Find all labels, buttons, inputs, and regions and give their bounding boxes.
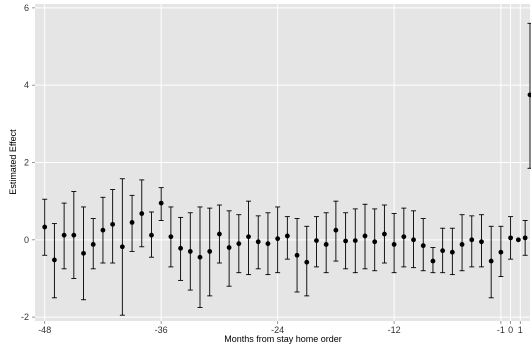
data-point	[226, 245, 232, 250]
data-point	[440, 248, 446, 254]
data-point	[284, 233, 290, 239]
data-point	[61, 232, 67, 238]
data-point	[391, 242, 397, 247]
y-tick-label: -2	[21, 312, 29, 322]
data-point	[178, 245, 183, 251]
data-point	[508, 235, 513, 241]
y-tick-label: 2	[24, 158, 29, 168]
x-tick-label: -24	[271, 325, 284, 335]
x-axis-title: Months from stay home order	[224, 334, 342, 344]
data-point	[129, 220, 135, 225]
data-point	[527, 92, 531, 98]
x-tick-label: -1	[497, 325, 505, 335]
y-tick-label: 4	[24, 80, 29, 90]
data-point	[168, 234, 174, 240]
data-point	[217, 231, 222, 237]
data-point	[52, 257, 57, 263]
data-point	[343, 238, 348, 244]
data-point	[207, 249, 213, 254]
data-point	[119, 244, 125, 250]
data-point	[236, 241, 242, 247]
data-point	[430, 258, 436, 264]
data-point	[401, 234, 407, 240]
y-axis-title: Estimated Effect	[8, 129, 18, 195]
data-point	[362, 233, 368, 239]
data-point	[42, 224, 48, 230]
y-tick-label: 0	[24, 235, 29, 245]
data-point	[469, 237, 475, 243]
data-point	[515, 237, 521, 243]
y-tick-label: 6	[24, 3, 29, 13]
data-point	[304, 259, 310, 265]
data-point	[158, 200, 164, 206]
data-point	[411, 237, 416, 243]
data-point	[498, 249, 504, 255]
data-point	[100, 227, 106, 233]
data-point	[246, 234, 251, 240]
data-point	[488, 258, 494, 264]
data-point	[522, 235, 528, 241]
data-point	[90, 242, 96, 247]
data-point	[265, 241, 271, 247]
data-point	[139, 211, 145, 216]
x-tick-label: 0	[508, 325, 513, 335]
x-tick-label: -36	[155, 325, 168, 335]
data-point	[382, 231, 387, 237]
data-point	[449, 249, 455, 255]
data-point	[71, 232, 77, 238]
data-point	[294, 252, 300, 258]
data-point	[479, 239, 484, 245]
x-tick-label: -12	[388, 325, 401, 335]
data-point	[197, 254, 203, 260]
data-point	[352, 238, 358, 243]
y-axis: -2 0 2 4 6	[21, 3, 35, 322]
data-point	[81, 250, 86, 256]
data-point	[420, 243, 426, 249]
data-point	[149, 232, 154, 238]
data-point	[275, 236, 281, 242]
data-point	[255, 239, 261, 245]
x-tick-label: 1	[518, 325, 523, 335]
data-point	[323, 242, 329, 247]
x-tick-label: -48	[38, 325, 51, 335]
data-point	[459, 242, 465, 247]
data-point	[314, 238, 319, 243]
data-point	[110, 221, 116, 227]
x-axis: -48 -36 -24 -12 -1 0 1	[38, 321, 523, 335]
data-point	[333, 227, 339, 233]
data-point	[187, 249, 193, 254]
data-marks	[42, 22, 531, 316]
data-point	[372, 239, 378, 245]
